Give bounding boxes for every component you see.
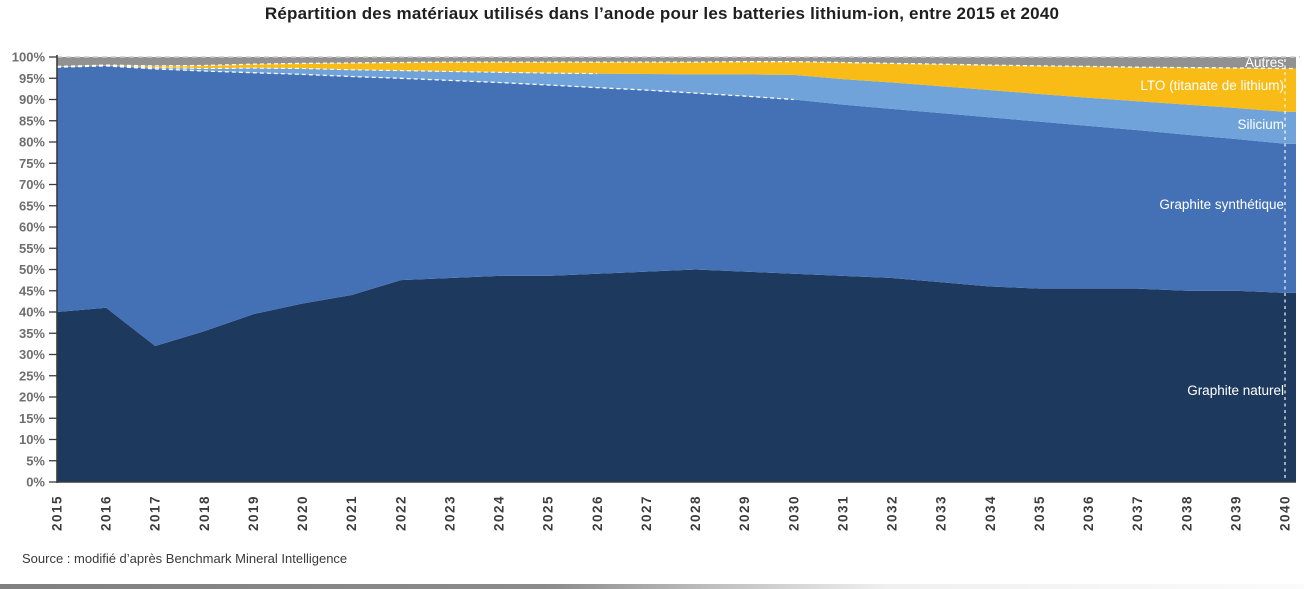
area-0 (57, 269, 1296, 482)
y-tick-label: 50% (19, 262, 45, 277)
x-tick-label: 2036 (1081, 495, 1096, 531)
x-tick-label: 2016 (99, 495, 114, 531)
y-tick-label: 55% (19, 241, 45, 256)
window-edge (0, 584, 1304, 589)
source-note: Source : modifié d’après Benchmark Miner… (22, 551, 348, 566)
x-tick-label: 2034 (983, 495, 998, 531)
dash-boundary-4 (56, 61, 1296, 70)
x-tick-label: 2017 (148, 495, 163, 531)
x-tick-label: 2020 (295, 495, 310, 531)
x-tick-label: 2038 (1179, 495, 1194, 531)
x-tick-label: 2022 (393, 495, 408, 531)
x-tick-label: 2023 (442, 495, 457, 531)
y-tick-label: 15% (19, 411, 45, 426)
x-tick-label: 2032 (885, 495, 900, 531)
chart-areas (57, 57, 1296, 482)
y-tick-label: 35% (19, 326, 45, 341)
series-label-silicium: Silicium (1237, 117, 1284, 132)
x-tick-label: 2026 (590, 495, 605, 531)
y-tick-label: 75% (19, 156, 45, 171)
y-tick-label: 25% (19, 368, 45, 383)
axes (49, 55, 1296, 483)
dash-boundary-3 (56, 64, 598, 75)
y-tick-label: 85% (19, 113, 45, 128)
y-tick-label: 70% (19, 177, 45, 192)
series-label-autres: Autres (1244, 55, 1284, 70)
x-tick-label: 2037 (1130, 495, 1145, 531)
y-tick-label: 30% (19, 347, 45, 362)
dash-boundary-2 (56, 65, 794, 101)
series-label-graphite-synthetique: Graphite synthétique (1159, 197, 1284, 212)
y-tick-label: 40% (19, 305, 45, 320)
y-tick-label: 45% (19, 283, 45, 298)
y-tick-label: 5% (26, 453, 45, 468)
x-tick-label: 2029 (737, 495, 752, 531)
x-tick-label: 2040 (1278, 495, 1293, 531)
y-tick-label: 65% (19, 198, 45, 213)
y-tick-label: 80% (19, 135, 45, 150)
y-tick-label: 10% (19, 432, 45, 447)
boundary-dashes (56, 56, 1300, 481)
x-tick-label: 2035 (1032, 495, 1047, 531)
y-tick-label: 0% (26, 475, 45, 490)
y-tick-label: 95% (19, 71, 45, 86)
x-tick-label: 2031 (835, 495, 850, 531)
x-tick-label: 2028 (688, 495, 703, 531)
x-tick-label: 2019 (246, 495, 261, 531)
x-tick-label: 2025 (541, 495, 556, 531)
y-axis-labels: 0% 5% 10% 15% 20% 25% 30% 35% 40% 45% 50% 55% 60% 65%… (12, 50, 46, 490)
area-4 (57, 57, 1296, 69)
y-tick-label: 90% (19, 92, 45, 107)
x-tick-label: 2024 (492, 495, 507, 531)
chart-title: Répartition des matériaux utilisés dans … (264, 4, 1060, 23)
x-tick-label: 2027 (639, 495, 654, 531)
x-tick-label: 2021 (344, 495, 359, 531)
x-tick-label: 2030 (786, 495, 801, 531)
x-axis-labels: 2015 2016 2017 2018 2019 2020 2021 2022 2023 2024… (50, 495, 1293, 531)
series-label-graphite-naturel: Graphite naturel (1187, 383, 1284, 398)
x-tick-label: 2033 (934, 495, 949, 531)
area-3 (57, 61, 1296, 112)
x-tick-label: 2039 (1228, 495, 1243, 531)
series-label-lto: LTO (titanate de lithium) (1140, 78, 1284, 93)
x-tick-label: 2018 (197, 495, 212, 531)
area-2 (57, 65, 1296, 144)
y-tick-label: 60% (19, 220, 45, 235)
y-tick-label: 20% (19, 390, 45, 405)
y-tick-label: 100% (12, 50, 46, 65)
x-tick-label: 2015 (50, 495, 65, 531)
area-1 (57, 65, 1296, 347)
